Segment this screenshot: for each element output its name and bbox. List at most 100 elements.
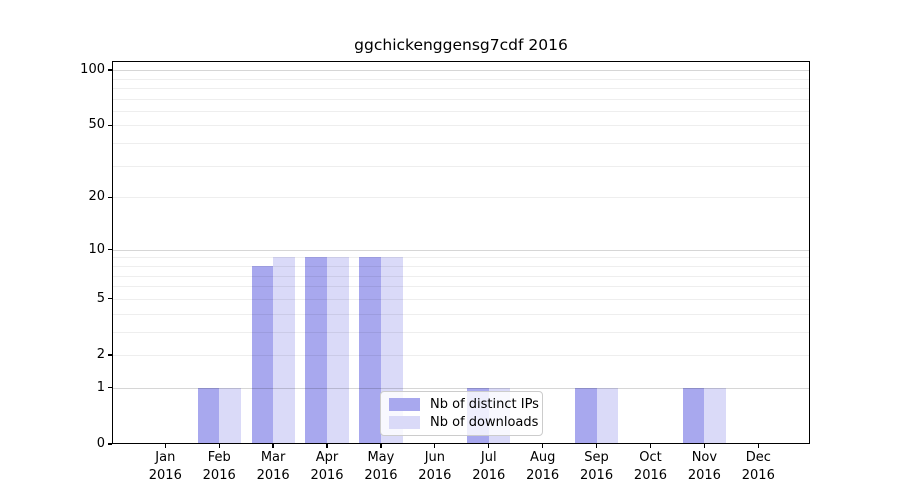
y-tick-mark-0 [108,443,112,445]
x-tick-label-apr: Apr 2016 [300,449,354,485]
chart-title: ggchickenggensg7cdf 2016 [354,36,568,54]
x-tick-mark-mar [272,444,274,448]
x-tick-year: 2016 [256,468,290,483]
x-tick-month: Oct [639,450,662,465]
gridline-minor-20 [113,197,809,199]
x-tick-label-jun: Jun 2016 [408,449,462,485]
plot-border [112,61,810,444]
legend: Nb of distinct IPs Nb of downloads [380,391,543,436]
y-tick-label-0: 0 [96,436,105,451]
x-tick-month: Apr [315,450,339,465]
y-tick-mark-50 [108,124,112,127]
x-tick-label-oct: Oct 2016 [623,449,677,485]
x-tick-year: 2016 [580,468,614,483]
x-tick-mark-jul [488,444,490,448]
y-tick-label-50: 50 [88,117,105,133]
x-tick-mark-dec [757,444,759,448]
x-tick-month: Sep [584,450,609,465]
y-tick-mark-5 [108,298,112,300]
x-tick-year: 2016 [741,468,775,483]
x-tick-year: 2016 [364,468,398,483]
bar-nov-s0 [682,387,705,443]
bar-nov-s1 [704,387,726,443]
gridline-minor-4 [113,313,809,315]
x-tick-mark-jan [164,444,166,448]
legend-label-distinct-ips: Nb of distinct IPs [430,397,539,413]
gridline-minor-7 [113,275,809,277]
gridline-major-10 [113,249,809,251]
x-tick-year: 2016 [526,468,560,483]
legend-label-downloads: Nb of downloads [430,414,539,430]
x-tick-year: 2016 [202,468,236,483]
gridline-minor-9 [113,257,809,259]
gridline-minor-6 [113,286,809,288]
y-tick-mark-20 [108,196,112,198]
x-tick-year: 2016 [633,468,668,483]
x-tick-month: Dec [745,450,771,465]
x-tick-label-jan: Jan 2016 [138,449,192,485]
y-tick-mark-100 [108,69,112,71]
x-tick-mark-nov [703,444,706,448]
y-tick-label-2: 2 [96,346,105,362]
x-tick-label-feb: Feb 2016 [192,449,246,485]
gridline-minor-8 [113,265,809,267]
bar-sep-s1 [596,387,619,443]
bar-mar-s1 [273,257,295,443]
x-tick-year: 2016 [472,468,506,483]
gridline-minor-90 [113,78,809,80]
x-tick-month: Jun [424,450,445,465]
bar-sep-s0 [574,387,597,443]
x-tick-label-may: May 2016 [354,449,408,485]
x-tick-month: Feb [207,450,231,465]
legend-swatch-downloads [389,415,420,429]
x-tick-label-jul: Jul 2016 [462,449,516,485]
gridline-major-1 [113,387,809,389]
y-tick-label-1: 1 [96,379,105,395]
gridline-minor-3 [113,331,809,333]
bar-feb-s0 [197,387,220,443]
x-tick-label-dec: Dec 2016 [731,449,785,485]
x-tick-month: Jan [155,450,176,465]
y-tick-label-10: 10 [88,241,105,257]
x-tick-month: Nov [691,450,718,465]
x-tick-year: 2016 [687,468,721,483]
x-tick-month: Jul [480,450,497,465]
y-tick-label-5: 5 [96,290,105,306]
x-tick-mark-jun [434,444,436,448]
y-tick-label-20: 20 [88,189,105,205]
bar-may-s0 [359,257,381,443]
x-tick-year: 2016 [310,468,344,483]
x-tick-label-sep: Sep 2016 [570,449,624,485]
legend-swatch-distinct-ips [389,398,420,412]
x-tick-mark-apr [326,444,328,448]
x-tick-mark-aug [542,444,544,448]
bar-mar-s0 [251,265,274,443]
bar-apr-s1 [327,257,349,443]
gridline-minor-40 [113,143,809,145]
bar-feb-s1 [219,387,241,443]
y-tick-mark-2 [108,354,112,356]
legend-row-downloads: Nb of downloads [389,415,538,430]
x-tick-mark-feb [218,444,220,448]
gridline-minor-30 [113,165,809,167]
x-tick-month: Aug [529,450,556,465]
legend-row-distinct-ips: Nb of distinct IPs [389,397,539,412]
x-tick-label-nov: Nov 2016 [677,449,731,485]
x-tick-label-mar: Mar 2016 [246,449,300,485]
gridline-major-100 [113,70,809,72]
x-tick-month: Mar [260,450,286,465]
y-tick-mark-1 [108,387,112,389]
x-tick-year: 2016 [418,468,452,483]
gridline-minor-60 [113,110,809,112]
y-tick-mark-10 [108,249,112,251]
x-tick-month: May [367,450,395,465]
x-tick-label-aug: Aug 2016 [516,449,570,485]
gridline-minor-70 [113,98,809,100]
x-tick-mark-may [380,444,382,448]
gridline-minor-2 [113,354,809,356]
gridline-minor-5 [113,298,809,300]
x-tick-mark-oct [649,444,652,448]
x-tick-mark-sep [595,444,598,448]
gridline-minor-50 [113,125,809,127]
